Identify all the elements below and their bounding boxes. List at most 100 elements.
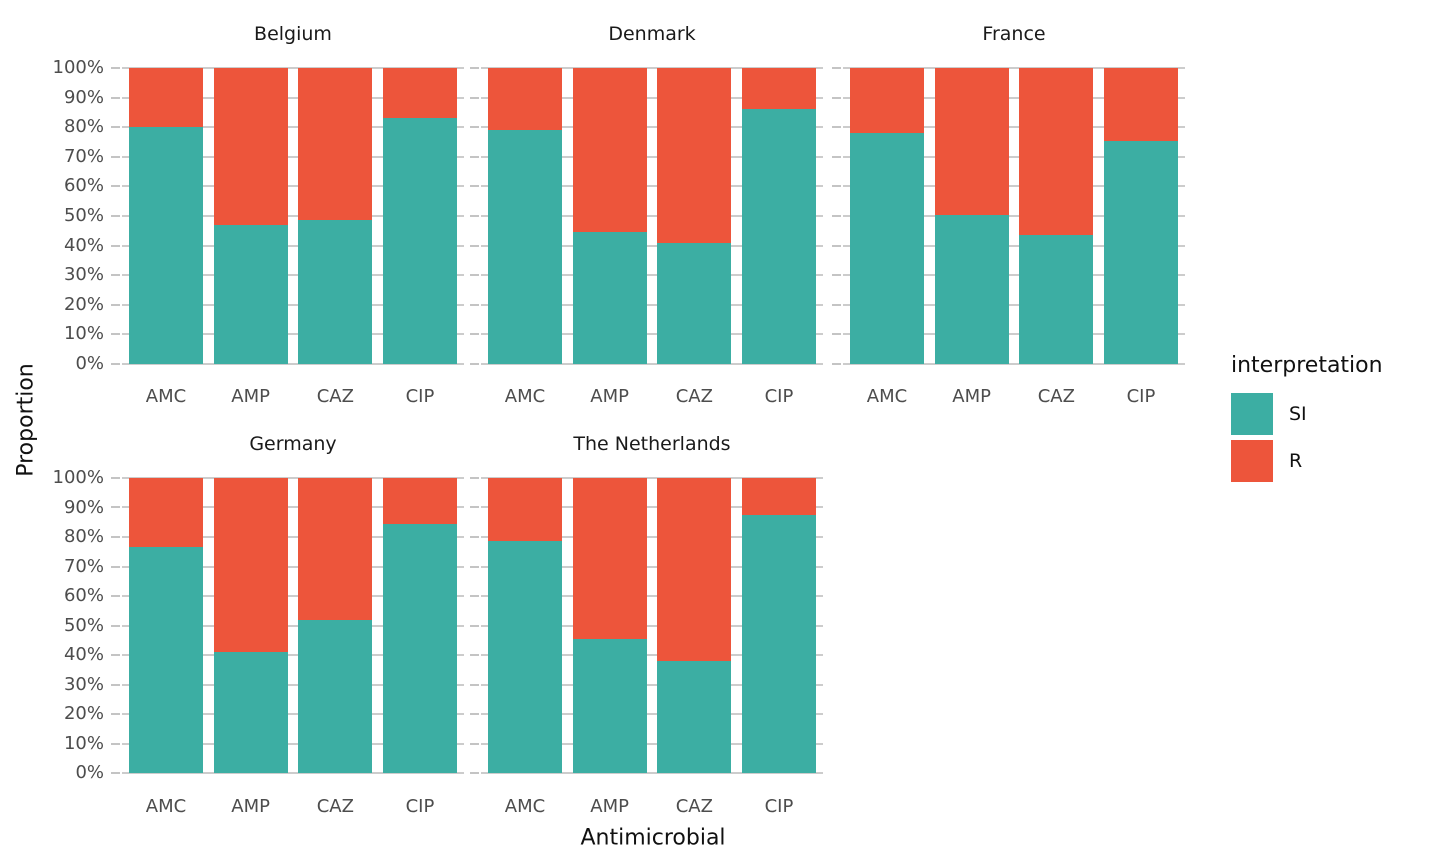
facet-title-germany: Germany <box>249 433 337 455</box>
axis-tick <box>832 333 841 335</box>
gridline <box>481 595 823 597</box>
axis-tick <box>470 333 479 335</box>
x-tick-label: AMP <box>231 386 270 407</box>
gridline <box>122 654 464 656</box>
gridline <box>481 97 823 99</box>
bar-denmark-amp <box>572 68 647 364</box>
y-tick-label: 50% <box>63 205 104 226</box>
gridline <box>481 625 823 627</box>
x-tick-label: AMP <box>952 386 991 407</box>
facet-title-france: France <box>982 23 1046 45</box>
x-tick-labels-the-netherlands: AMC AMP CAZ CIP <box>481 795 823 819</box>
bar-segment-si <box>298 220 373 364</box>
gridline <box>122 126 464 128</box>
gridline <box>122 743 464 745</box>
gridline <box>122 215 464 217</box>
axis-tick <box>111 185 120 187</box>
gridline <box>481 215 823 217</box>
bar-segment-si <box>213 652 288 773</box>
gridline <box>122 185 464 187</box>
gridline <box>481 477 823 479</box>
y-tick-label: 30% <box>63 264 104 286</box>
axis-tick <box>470 713 479 715</box>
bars-group <box>122 68 464 364</box>
bar-france-cip <box>1103 68 1178 364</box>
gridline <box>122 536 464 538</box>
gridline <box>843 97 1185 99</box>
axis-tick <box>111 245 120 247</box>
bar-segment-r <box>213 478 288 653</box>
gridline <box>843 156 1185 158</box>
gridline <box>122 156 464 158</box>
bar-segment-r <box>298 478 373 620</box>
bar-segment-si <box>129 547 203 773</box>
bar-segment-r <box>488 68 562 131</box>
bar-segment-si <box>1019 235 1094 364</box>
gridline <box>122 333 464 335</box>
axis-tick <box>470 595 479 597</box>
y-tick-label: 20% <box>63 703 104 724</box>
y-tick-label: 50% <box>63 614 104 636</box>
axis-tick <box>832 126 841 128</box>
bar-segment-r <box>382 478 457 524</box>
y-tick-label: 80% <box>63 116 104 138</box>
axis-tick <box>832 215 841 217</box>
bar-segment-si <box>657 660 732 773</box>
bar-segment-r <box>850 68 924 134</box>
bar-france-caz <box>1019 68 1094 364</box>
bar-germany-cip <box>382 478 457 773</box>
gridline <box>843 274 1185 276</box>
gridline <box>481 654 823 656</box>
bar-segment-r <box>298 68 373 221</box>
gridline <box>122 684 464 686</box>
bar-segment-r <box>741 478 816 515</box>
x-tick-label: AMC <box>866 386 908 407</box>
bar-segment-si <box>1103 140 1178 364</box>
gridline <box>481 506 823 508</box>
gridline <box>122 477 464 479</box>
bar-belgium-amp <box>213 68 288 364</box>
facet-panel-france <box>843 67 1185 365</box>
bar-segment-r <box>741 68 816 110</box>
gridline <box>122 713 464 715</box>
x-tick-label: CIP <box>764 796 794 817</box>
x-tick-label: CAZ <box>316 386 354 407</box>
gridline <box>122 304 464 306</box>
gridline <box>481 536 823 538</box>
y-tick-label: 10% <box>63 323 104 345</box>
y-tick-label: 90% <box>63 86 104 108</box>
y-tick-label: 20% <box>63 293 104 315</box>
x-tick-label: CIP <box>764 386 794 407</box>
gridline <box>122 595 464 597</box>
legend-swatch-si-icon <box>1231 393 1273 435</box>
y-tick-label: 0% <box>75 762 104 783</box>
gridline <box>122 566 464 568</box>
bar-segment-r <box>382 68 457 119</box>
axis-tick <box>111 363 120 365</box>
x-tick-labels-france: AMC AMP CAZ CIP <box>843 385 1185 409</box>
axis-tick <box>111 595 120 597</box>
axis-tick <box>470 477 479 479</box>
axis-tick <box>470 97 479 99</box>
x-tick-labels-germany: AMC AMP CAZ CIP <box>122 795 464 819</box>
gridline <box>843 67 1185 69</box>
bar-segment-r <box>934 68 1009 215</box>
x-tick-label: AMC <box>145 796 187 817</box>
y-tick-label: 30% <box>63 673 104 695</box>
legend-label-r: R <box>1289 450 1303 472</box>
bar-segment-r <box>129 478 203 548</box>
gridline <box>843 363 1185 365</box>
bar-the-netherlands-amp <box>572 478 647 773</box>
axis-tick <box>832 274 841 276</box>
gridline <box>481 772 823 774</box>
y-tick-label: 10% <box>63 732 104 754</box>
bar-segment-si <box>213 224 288 364</box>
bar-segment-r <box>572 68 647 233</box>
axis-tick <box>470 245 479 247</box>
axis-tick <box>111 67 120 69</box>
gridline <box>843 185 1185 187</box>
legend-swatch-r-icon <box>1231 440 1273 482</box>
axis-tick <box>470 654 479 656</box>
axis-tick <box>832 156 841 158</box>
gridline <box>481 743 823 745</box>
